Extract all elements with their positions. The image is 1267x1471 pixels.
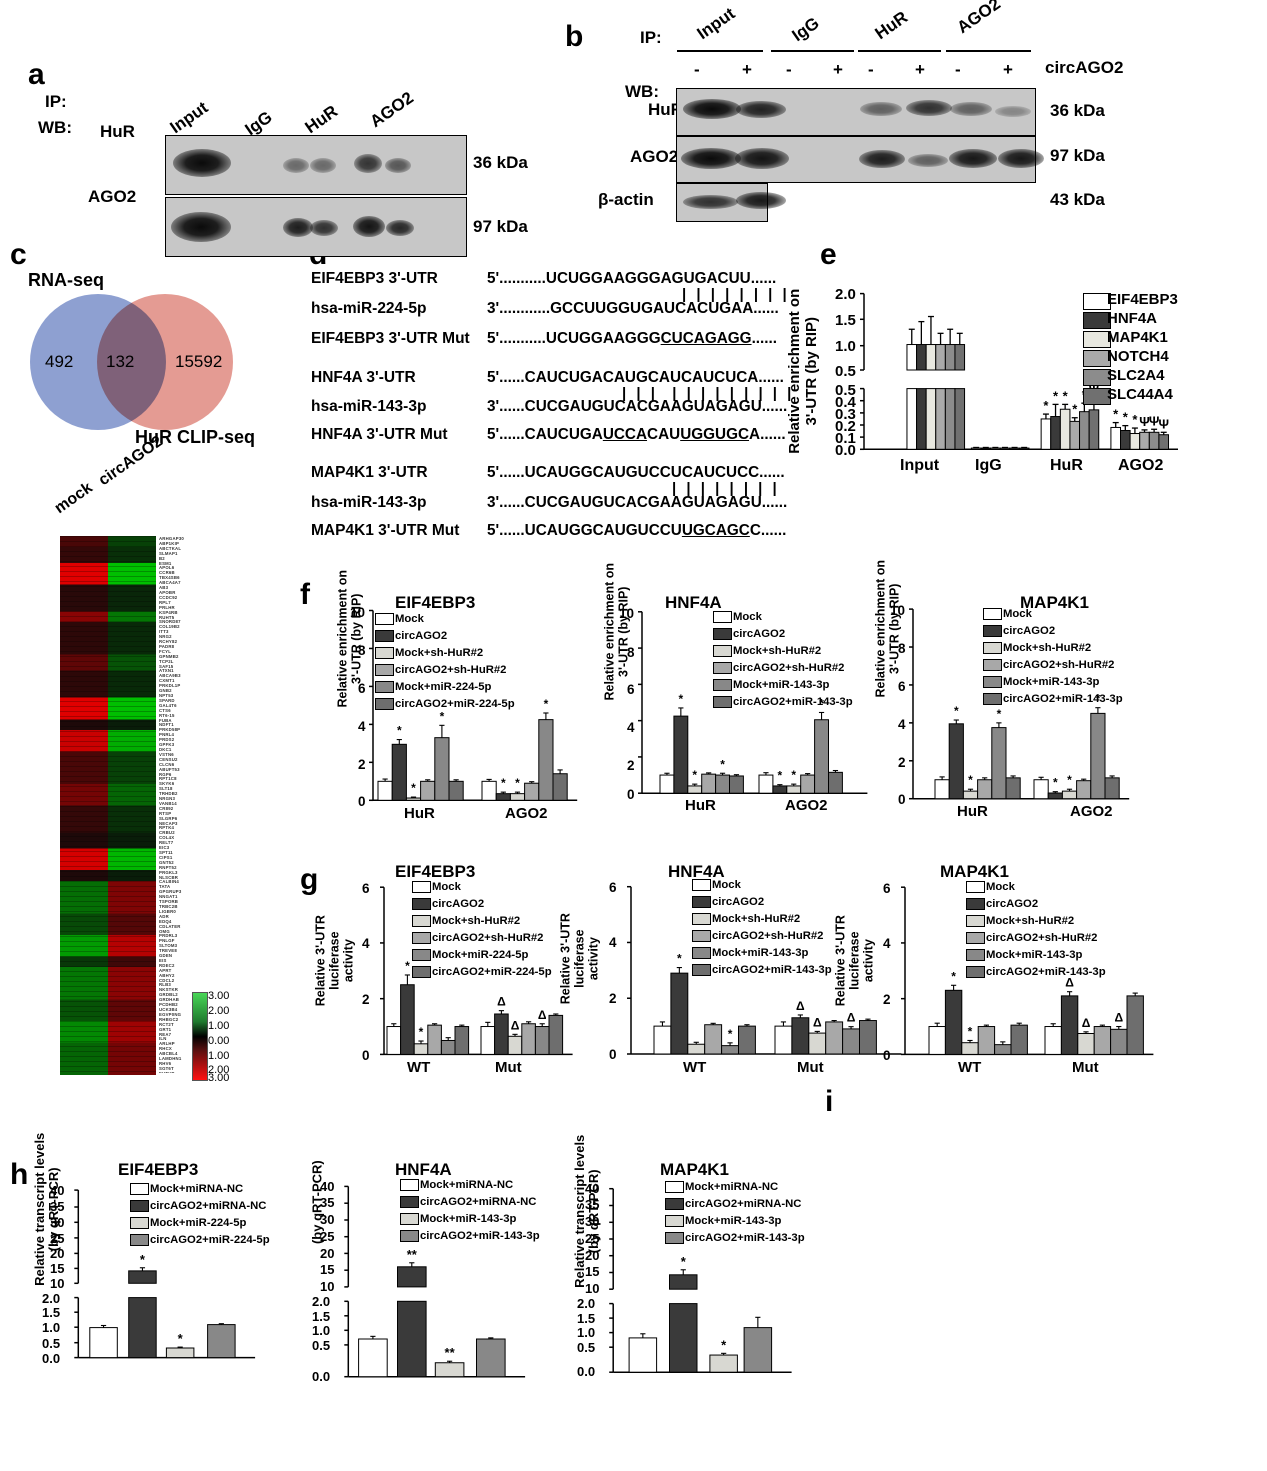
svg-text:*: * (411, 781, 416, 795)
svg-text:*: * (178, 1331, 184, 1346)
svg-text:*: * (951, 969, 956, 983)
svg-text:Δ: Δ (511, 1018, 520, 1032)
svg-text:*: * (1053, 776, 1058, 790)
svg-text:Ψ: Ψ (1158, 416, 1169, 431)
svg-text:*: * (140, 1252, 146, 1267)
svg-text:*: * (405, 959, 410, 973)
svg-text:*: * (515, 776, 520, 790)
svg-text:Δ: Δ (796, 999, 805, 1013)
svg-text:*: * (1053, 388, 1059, 403)
svg-text:*: * (544, 697, 549, 711)
svg-text:*: * (677, 952, 682, 966)
svg-text:**: ** (407, 1247, 418, 1262)
svg-text:*: * (1132, 412, 1138, 427)
svg-text:Δ: Δ (1082, 1016, 1091, 1030)
svg-text:*: * (419, 1025, 424, 1039)
svg-text:*: * (1113, 407, 1119, 422)
svg-text:*: * (720, 757, 725, 771)
svg-text:*: * (721, 1337, 727, 1352)
svg-text:*: * (954, 704, 959, 718)
svg-text:*: * (501, 776, 506, 790)
svg-text:*: * (681, 1254, 687, 1269)
svg-text:*: * (968, 1024, 973, 1038)
svg-text:*: * (778, 769, 783, 783)
svg-text:*: * (1063, 388, 1069, 403)
svg-text:*: * (440, 709, 445, 723)
svg-text:Ψ: Ψ (1139, 414, 1150, 429)
svg-text:Δ: Δ (497, 995, 506, 1009)
svg-text:*: * (728, 1027, 733, 1041)
svg-text:*: * (997, 707, 1002, 721)
svg-text:*: * (1123, 410, 1129, 425)
svg-text:*: * (1067, 773, 1072, 787)
svg-text:*: * (791, 768, 796, 782)
svg-text:*: * (1043, 398, 1049, 413)
svg-text:Δ: Δ (1114, 1011, 1123, 1025)
svg-text:*: * (692, 768, 697, 782)
svg-text:Δ: Δ (813, 1015, 822, 1029)
svg-text:*: * (1072, 402, 1078, 417)
svg-text:*: * (968, 773, 973, 787)
svg-text:Δ: Δ (538, 1008, 547, 1022)
svg-text:*: * (397, 724, 402, 738)
svg-text:*: * (679, 692, 684, 706)
svg-text:**: ** (445, 1345, 456, 1360)
svg-text:Ψ: Ψ (1149, 413, 1160, 428)
